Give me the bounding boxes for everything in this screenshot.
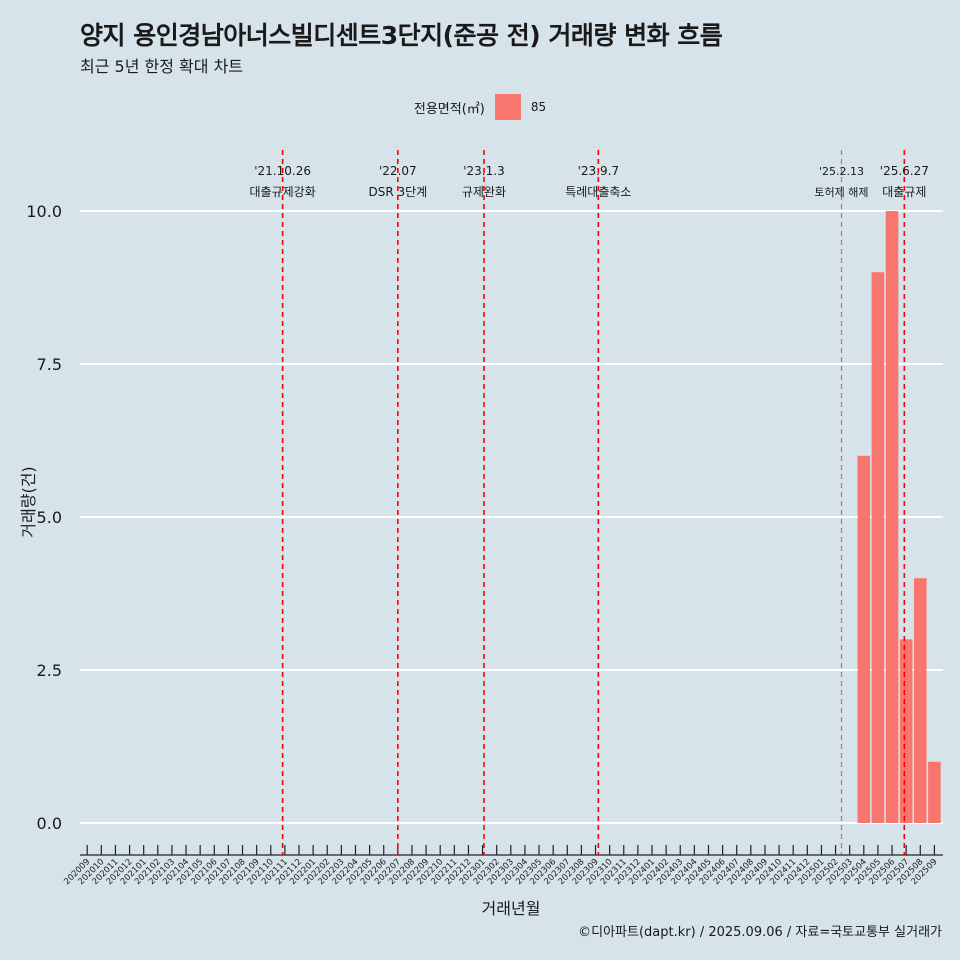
- chart-title: 양지 용인경남아너스빌디센트3단지(준공 전) 거래량 변화 흐름: [80, 21, 723, 50]
- bar: [913, 578, 927, 823]
- event-name-label: 토허제 해제: [814, 185, 868, 199]
- bar: [871, 272, 885, 823]
- y-tick-label: 5.0: [37, 508, 62, 527]
- event-date-label: '23.1.3: [463, 164, 504, 178]
- event-name-label: 대출규제강화: [249, 185, 315, 199]
- event-name-label: 대출규제: [882, 185, 926, 199]
- y-tick-label: 0.0: [37, 814, 62, 833]
- source-caption: ©디아파트(dapt.kr) / 2025.09.06 / 자료=국토교통부 실…: [578, 925, 942, 940]
- event-date-label: '22.07: [379, 164, 417, 178]
- event-date-label: '25.6.27: [880, 164, 929, 178]
- event-date-label: '23.9.7: [578, 164, 619, 178]
- bar: [899, 639, 913, 823]
- bar: [857, 455, 871, 823]
- event-date-label: '25.2.13: [819, 165, 864, 178]
- event-name-label: DSR 3단계: [368, 185, 427, 199]
- y-axis-title: 거래량(건): [19, 466, 38, 537]
- legend-swatch: [494, 94, 521, 120]
- y-tick-label: 2.5: [37, 661, 62, 680]
- legend: 전용면적(㎡) 85: [0, 94, 960, 120]
- event-name-label: 특례대출축소: [565, 185, 631, 199]
- legend-title: 전용면적(㎡): [413, 101, 485, 117]
- chart-subtitle: 최근 5년 한정 확대 차트: [80, 57, 244, 76]
- event-name-label: 규제완화: [462, 185, 506, 199]
- y-tick-label: 7.5: [37, 355, 62, 374]
- x-axis-title: 거래년월: [482, 899, 541, 918]
- bar: [928, 761, 941, 823]
- bar: [885, 211, 899, 823]
- legend-label: 85: [530, 100, 547, 114]
- event-date-label: '21.10.26: [254, 164, 311, 178]
- y-tick-label: 10.0: [26, 202, 62, 221]
